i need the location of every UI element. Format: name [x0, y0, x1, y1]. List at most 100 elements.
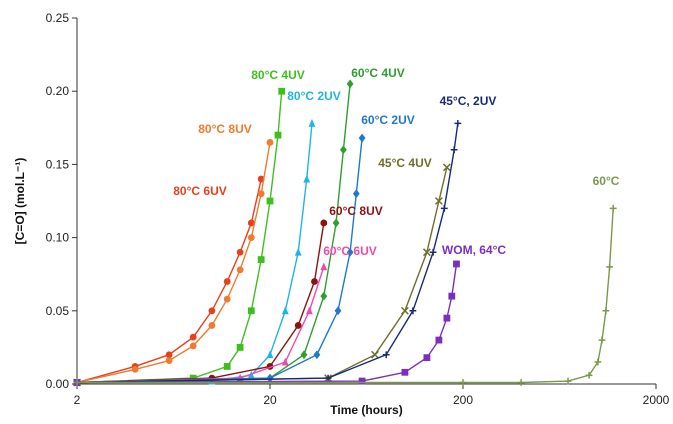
series-label: 45°C 4UV [378, 156, 432, 170]
data-point [606, 263, 614, 271]
data-point [281, 357, 289, 366]
y-tick-label: 0.20 [46, 84, 70, 98]
series-label: 60°C 8UV [329, 204, 383, 218]
data-point [294, 247, 302, 256]
series-label: 60°C 2UV [361, 113, 415, 127]
data-point [223, 363, 231, 370]
data-point [278, 87, 286, 95]
data-point [358, 133, 366, 143]
data-point [303, 174, 311, 183]
series-4 [73, 219, 328, 386]
series-line [76, 123, 459, 384]
series-layer [73, 79, 617, 387]
data-point [434, 197, 443, 205]
data-point [358, 377, 366, 385]
data-point [352, 189, 360, 199]
data-point [517, 379, 525, 386]
series-label: 80°C 4UV [251, 68, 305, 82]
data-point [300, 350, 308, 360]
series-5 [73, 262, 328, 386]
y-tick-label: 0.25 [46, 11, 70, 25]
data-point [346, 247, 354, 257]
series-line [77, 208, 614, 384]
series-label: 45°C, 2UV [440, 94, 497, 108]
data-point [73, 379, 81, 386]
data-point [294, 322, 302, 329]
data-point [332, 218, 340, 228]
x-axis-title: Time (hours) [330, 403, 402, 417]
data-point [208, 307, 216, 315]
x-tick-label: 200 [453, 393, 473, 407]
data-point [247, 219, 255, 227]
series-1 [73, 139, 274, 386]
data-point [247, 234, 255, 242]
data-point [609, 204, 617, 212]
data-point [257, 190, 265, 198]
data-point [266, 350, 274, 359]
y-tick-label: 0.05 [46, 304, 70, 318]
series-line [76, 137, 363, 384]
data-point [409, 307, 417, 315]
series-label: 80°C 8UV [198, 122, 252, 136]
data-point [448, 292, 456, 300]
series-label: 60°C [593, 174, 620, 188]
data-point [320, 219, 328, 227]
y-axis: 0.00 0.05 0.10 0.15 0.20 0.25 [46, 11, 78, 391]
series-label: 80°C 6UV [173, 184, 227, 198]
data-point [223, 278, 231, 285]
data-point [450, 146, 458, 154]
data-point [247, 307, 255, 315]
data-point [320, 291, 328, 301]
data-point [281, 306, 289, 315]
y-tick-label: 0.10 [46, 231, 70, 245]
data-point [223, 295, 231, 303]
data-point [585, 371, 593, 379]
series-8 [73, 163, 451, 387]
series-label: 60°C 4UV [351, 66, 405, 80]
data-point [382, 351, 390, 359]
data-point [440, 204, 448, 212]
series-7 [73, 133, 366, 387]
x-tick-label: 2000 [643, 393, 670, 407]
data-point [435, 336, 443, 344]
data-point [453, 260, 460, 268]
series-11 [73, 204, 617, 386]
data-point [308, 119, 316, 127]
data-point [454, 120, 462, 127]
data-point [422, 248, 431, 257]
data-point [236, 344, 244, 351]
data-point [266, 139, 274, 146]
data-point [305, 306, 313, 315]
data-point [324, 374, 332, 382]
data-point [401, 368, 409, 376]
series-0 [73, 175, 265, 386]
data-point [189, 342, 197, 350]
series-line [76, 263, 458, 384]
data-point [274, 131, 282, 139]
data-point [334, 306, 342, 316]
series-line [76, 142, 271, 384]
series-line [76, 167, 448, 384]
data-point [320, 262, 328, 271]
x-tick-label: 20 [263, 393, 277, 407]
data-point [313, 350, 321, 360]
data-point [598, 336, 606, 344]
data-point [311, 278, 318, 285]
series-label: WOM, 64°C [442, 243, 506, 257]
data-point [165, 351, 173, 359]
y-axis-title: [C=O] (mol.L⁻¹) [13, 158, 27, 245]
data-point [429, 248, 437, 256]
data-point [459, 379, 467, 386]
data-point [189, 333, 197, 341]
series-9 [73, 120, 462, 386]
data-point [423, 354, 431, 362]
data-point [131, 365, 139, 373]
y-tick-label: 0.00 [46, 377, 70, 391]
annotation-layer: 80°C 6UV 80°C 8UV 80°C 4UV 80°C 2UV 60°C 8UV… [173, 66, 619, 258]
data-point [371, 350, 379, 359]
data-point [443, 314, 451, 322]
data-point [257, 256, 265, 263]
x-axis: 2 20 200 2000 [74, 383, 670, 407]
data-point [236, 266, 244, 274]
